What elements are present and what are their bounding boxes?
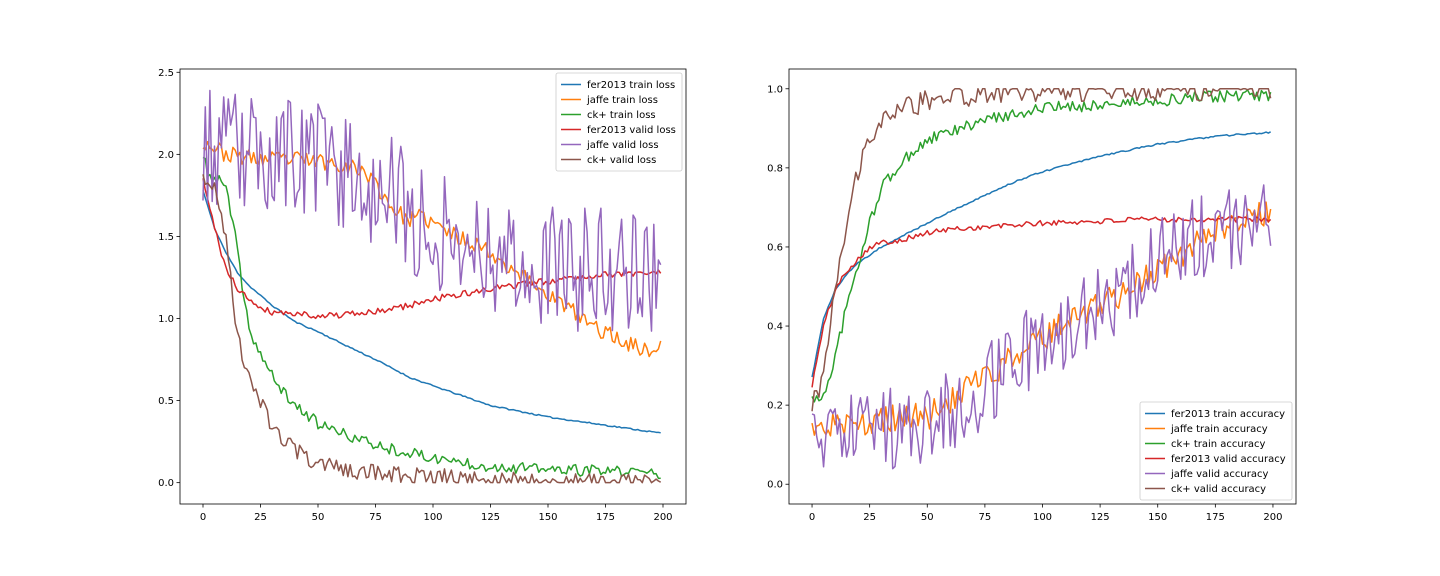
y-tick-label: 0.8 bbox=[767, 163, 783, 174]
x-tick-label: 0 bbox=[809, 512, 815, 523]
y-tick-label: 1.0 bbox=[767, 84, 783, 95]
legend-label: ck+ train accuracy bbox=[1171, 439, 1266, 450]
legend-label: fer2013 valid loss bbox=[587, 125, 676, 136]
x-tick-label: 125 bbox=[481, 512, 500, 523]
legend-label: ck+ valid accuracy bbox=[1171, 484, 1266, 495]
legend: fer2013 train accuracy jaffe train accura… bbox=[1139, 401, 1293, 501]
series-line-4 bbox=[811, 184, 1272, 470]
legend: fer2013 train loss jaffe train loss ck+ tr… bbox=[555, 72, 683, 172]
y-tick-label: 0.0 bbox=[767, 480, 783, 491]
y-tick-label: 2.0 bbox=[158, 150, 174, 161]
legend-label: jaffe valid loss bbox=[586, 140, 659, 151]
legend-label: fer2013 valid accuracy bbox=[1171, 454, 1286, 465]
x-tick-label: 150 bbox=[1148, 512, 1167, 523]
x-tick-label: 25 bbox=[863, 512, 876, 523]
series-line-2 bbox=[202, 156, 661, 480]
series-line-5 bbox=[811, 88, 1272, 412]
legend-label: fer2013 train accuracy bbox=[1171, 409, 1285, 420]
series-line-3 bbox=[811, 215, 1272, 388]
x-tick-label: 0 bbox=[200, 512, 206, 523]
series-line-5 bbox=[202, 174, 662, 484]
plot-area bbox=[811, 88, 1272, 470]
x-tick-label: 175 bbox=[596, 512, 615, 523]
x-tick-label: 75 bbox=[369, 512, 382, 523]
y-tick-label: 0.0 bbox=[158, 478, 174, 489]
legend-box bbox=[1139, 401, 1293, 501]
x-tick-label: 100 bbox=[423, 512, 442, 523]
legend-label: jaffe train loss bbox=[586, 95, 658, 106]
x-tick-label: 200 bbox=[653, 512, 672, 523]
x-tick-label: 50 bbox=[921, 512, 934, 523]
x-tick-label: 100 bbox=[1033, 512, 1052, 523]
legend-label: ck+ train loss bbox=[587, 110, 656, 121]
y-tick-label: 0.4 bbox=[767, 322, 783, 333]
x-tick-label: 50 bbox=[312, 512, 325, 523]
y-tick-label: 0.5 bbox=[158, 396, 174, 407]
x-tick-label: 25 bbox=[254, 512, 267, 523]
plot-area bbox=[202, 89, 662, 484]
series-line-0 bbox=[202, 190, 661, 434]
legend-box bbox=[555, 72, 683, 172]
loss-chart-panel: 0 25 50 75 100 125 150 175 200 0.0 0.5 1.0 1.5 2.0 2.5… bbox=[158, 68, 687, 523]
x-tick-label: 175 bbox=[1206, 512, 1225, 523]
y-tick-label: 2.5 bbox=[158, 68, 174, 79]
x-tick-label: 200 bbox=[1263, 512, 1282, 523]
x-tick-label: 75 bbox=[979, 512, 992, 523]
legend-label: jaffe train accuracy bbox=[1170, 424, 1268, 435]
x-tick-label: 125 bbox=[1091, 512, 1110, 523]
legend-label: ck+ valid loss bbox=[587, 155, 656, 166]
legend-label: jaffe valid accuracy bbox=[1170, 469, 1268, 480]
y-tick-label: 0.2 bbox=[767, 401, 783, 412]
y-tick-label: 1.0 bbox=[158, 314, 174, 325]
series-line-4 bbox=[202, 89, 662, 332]
legend-label: fer2013 train loss bbox=[587, 80, 675, 91]
series-line-2 bbox=[811, 89, 1272, 403]
y-tick-label: 0.6 bbox=[767, 242, 783, 253]
series-line-3 bbox=[202, 178, 662, 320]
x-tick-label: 150 bbox=[538, 512, 557, 523]
accuracy-chart-panel: 0 25 50 75 100 125 150 175 200 0.0 0.2 0.4 0.6 0.8 1.0… bbox=[767, 68, 1297, 523]
y-tick-label: 1.5 bbox=[158, 232, 174, 243]
